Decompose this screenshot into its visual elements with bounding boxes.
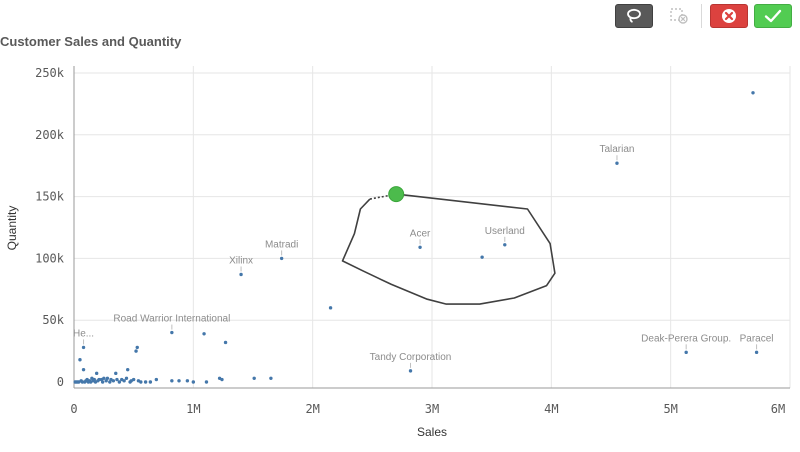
axes: 0 1M 2M 3M 4M 5M 6M 0 50k 100k 150k 200k 250k (35, 66, 790, 416)
data-point[interactable] (96, 379, 100, 383)
data-points[interactable] (73, 91, 759, 384)
point-label: Road Warrior International (113, 314, 230, 325)
y-tick-label: 100k (35, 251, 65, 265)
data-point[interactable] (204, 380, 209, 384)
x-tick-label: 2M (305, 402, 319, 416)
y-tick-label: 200k (35, 128, 65, 142)
clear-selection-button[interactable] (666, 4, 692, 28)
data-point[interactable] (78, 358, 82, 362)
data-point[interactable] (503, 243, 507, 247)
lasso-icon (627, 8, 641, 23)
data-point[interactable] (239, 272, 243, 277)
y-tick-label: 50k (42, 313, 64, 327)
data-point[interactable] (81, 367, 86, 372)
data-point[interactable] (154, 377, 159, 382)
point-labels: Talarian Acer Userland Matradi Xilinx Road Wa… (73, 144, 774, 368)
close-icon (722, 9, 736, 23)
data-point[interactable] (279, 256, 284, 261)
data-point[interactable] (148, 380, 153, 384)
point-label: Matradi (265, 239, 298, 250)
data-point[interactable] (177, 379, 181, 383)
data-point[interactable] (117, 380, 122, 384)
y-axis-title: Quantity (5, 206, 19, 251)
x-tick-label: 4M (544, 402, 558, 416)
checkmark-icon (764, 9, 782, 23)
y-tick-label: 250k (35, 66, 65, 80)
x-tick-label: 5M (663, 402, 677, 416)
point-label: Deak-Perera Group. (641, 333, 731, 344)
lasso-path (341, 193, 556, 305)
data-point[interactable] (217, 376, 222, 380)
confirm-selection-button[interactable] (754, 4, 792, 28)
data-point[interactable] (185, 379, 190, 383)
toolbar-separator (701, 4, 702, 28)
clear-selection-icon (670, 8, 688, 24)
x-tick-label: 0 (70, 402, 77, 416)
data-point[interactable] (102, 376, 106, 380)
y-tick-label: 0 (57, 375, 64, 389)
data-point[interactable] (129, 379, 133, 383)
data-point[interactable] (615, 161, 619, 165)
point-label: Xilinx (229, 255, 253, 266)
x-tick-label: 3M (425, 402, 439, 416)
data-point[interactable] (269, 376, 273, 380)
lasso-select-button[interactable] (615, 4, 653, 28)
data-point[interactable] (223, 340, 228, 345)
point-label: Paracel (740, 333, 774, 344)
data-point[interactable] (480, 255, 484, 259)
data-point[interactable] (120, 377, 124, 382)
x-tick-label: 6M (771, 402, 785, 416)
data-point[interactable] (252, 376, 256, 380)
y-tick-label: 150k (35, 190, 65, 204)
data-point[interactable] (126, 367, 130, 372)
data-point[interactable] (83, 380, 87, 384)
grid-lines (74, 66, 791, 388)
data-point[interactable] (139, 380, 143, 384)
point-label: Tandy Corporation (370, 352, 452, 363)
data-point[interactable] (751, 91, 755, 95)
data-point[interactable] (170, 379, 174, 383)
data-point[interactable] (418, 245, 422, 249)
lasso-selection (341, 186, 556, 305)
data-point[interactable] (81, 345, 86, 350)
lasso-start-marker[interactable] (388, 186, 405, 203)
data-point[interactable] (202, 332, 206, 336)
point-label: Acer (410, 228, 431, 239)
data-point[interactable] (109, 377, 113, 382)
data-point[interactable] (87, 379, 92, 383)
x-tick-label: 1M (186, 402, 200, 416)
cancel-selection-button[interactable] (710, 4, 748, 28)
data-point[interactable] (135, 345, 139, 350)
point-label: Userland (485, 226, 525, 237)
x-axis-title: Sales (417, 425, 447, 439)
data-point[interactable] (191, 380, 196, 384)
data-point[interactable] (684, 350, 688, 355)
point-label: Talarian (599, 144, 634, 155)
data-point[interactable] (124, 376, 129, 380)
data-point[interactable] (328, 306, 333, 310)
data-point[interactable] (170, 330, 174, 335)
lasso-closing-line (369, 193, 397, 200)
data-point[interactable] (754, 350, 759, 355)
data-point[interactable] (115, 377, 119, 382)
chart-title: Customer Sales and Quantity (0, 34, 182, 49)
data-point[interactable] (105, 376, 110, 380)
data-point[interactable] (73, 380, 77, 384)
data-point[interactable] (134, 349, 138, 353)
data-point[interactable] (94, 371, 99, 376)
data-point[interactable] (143, 380, 148, 384)
data-point[interactable] (114, 371, 118, 376)
data-point[interactable] (92, 377, 96, 382)
data-point[interactable] (408, 369, 413, 373)
point-label: He... (73, 328, 94, 339)
